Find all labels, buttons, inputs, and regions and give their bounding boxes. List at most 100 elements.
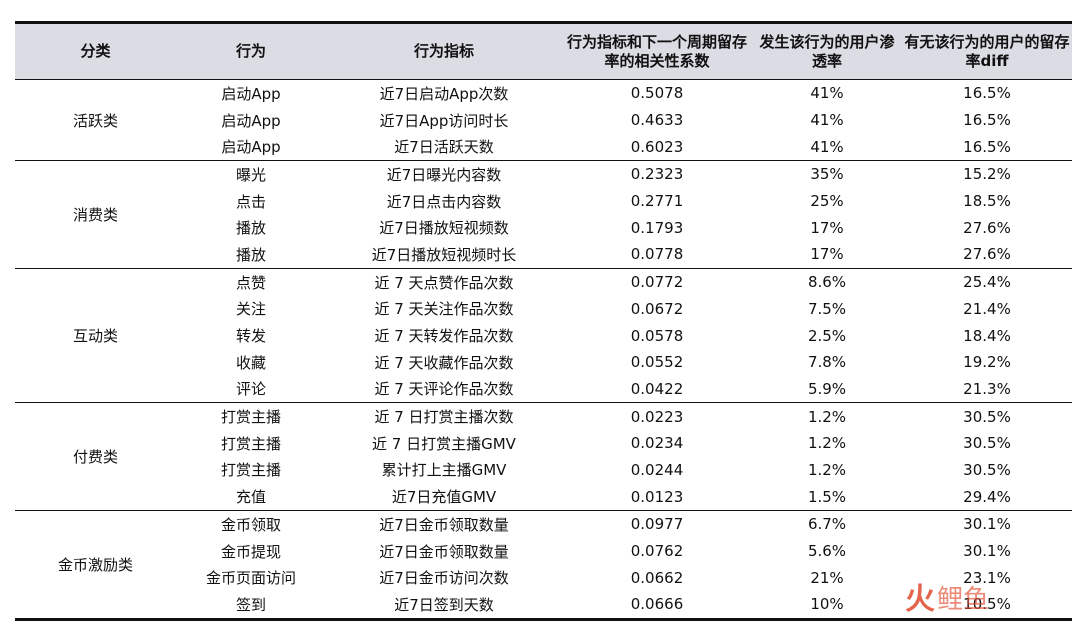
retention-diff-cell: 18.5% (963, 192, 1011, 211)
watermark-first-char: 火 (905, 582, 935, 617)
behavior-cell: 关注 (235, 300, 266, 319)
metric-cell: 近 7 天关注作品次数 (374, 300, 514, 319)
table-row: 播放 近7日播放短视频时长 0.0778 17% 27.6% (15, 241, 1072, 269)
retention-diff-cell: 21.4% (963, 299, 1011, 318)
correlation-cell: 0.0666 (562, 591, 752, 620)
penetration-cell: 1.5% (752, 483, 902, 512)
metric-cell: 近 7 日打赏主播GMV (372, 434, 516, 453)
table-row: 付费类 打赏主播近 7 日打赏主播次数 0.0223 1.2% 30.5% (15, 402, 1072, 511)
correlation-cell: 0.0672 (630, 299, 684, 318)
metric-cell: 近7日点击内容数 (386, 192, 502, 211)
correlation-cell: 0.2323 (630, 165, 684, 184)
retention-diff-cell: 19.2% (963, 353, 1011, 372)
correlation-cell: 0.0662 (630, 568, 684, 587)
retention-diff-cell: 16.5% (963, 111, 1011, 130)
header-category: 分类 (80, 42, 111, 60)
retention-diff-cell: 30.5% (963, 434, 1011, 453)
table-row: 评论近 7 天评论作品次数 0.0422 5.9% 21.3% (15, 375, 1072, 404)
penetration-cell: 1.2% (807, 434, 847, 453)
retention-diff-cell: 10.5% (902, 591, 1072, 620)
penetration-cell: 2.5% (807, 326, 847, 345)
behavior-cell: 点击 (235, 192, 266, 211)
retention-diff-cell: 18.4% (963, 326, 1011, 345)
correlation-cell: 0.0772 (630, 273, 684, 292)
metric-cell: 近7日播放短视频时长 (326, 241, 562, 269)
behavior-cell: 打赏主播 (220, 434, 281, 453)
correlation-cell: 0.0552 (630, 353, 684, 372)
penetration-cell: 5.6% (807, 542, 847, 561)
metric-cell: 近7日充值GMV (326, 483, 562, 512)
retention-diff-cell: 29.4% (902, 483, 1072, 512)
behavior-cell: 曝光 (235, 165, 266, 184)
table-row: 播放 近7日播放短视频数 0.1793 17% 27.6% (15, 214, 1072, 241)
table-row: 打赏主播 近 7 日打赏主播GMV 0.0234 1.2% 30.5% (15, 430, 1072, 457)
category-cell: 消费类 (15, 160, 176, 269)
behavior-cell: 打赏主播 (220, 408, 281, 427)
behavior-cell: 启动App (221, 111, 281, 130)
metric-cell: 近7日活跃天数 (326, 133, 562, 162)
table-row: 消费类 曝光 近7日曝光内容数 0.2323 35% 15.2% (15, 160, 1072, 269)
behavior-cell: 金币领取 (220, 515, 281, 534)
penetration-cell: 41% (810, 84, 844, 103)
metric-cell: 近7日启动App次数 (379, 84, 509, 103)
penetration-cell: 25% (810, 192, 844, 211)
table-row: 签到 近7日签到天数 0.0666 10% 10.5% (15, 591, 1072, 620)
correlation-cell: 0.0223 (630, 407, 684, 426)
table-row: 金币页面访问 近7日金币访问次数 0.0662 21% 23.1% (15, 564, 1072, 591)
watermark-logo: 火 鲤鱼 (905, 582, 990, 617)
penetration-cell: 35% (810, 165, 844, 184)
correlation-cell: 0.5078 (630, 84, 684, 103)
metric-cell: 近 7 天收藏作品次数 (374, 353, 514, 372)
metric-cell: 近7日金币领取数量 (379, 542, 509, 561)
correlation-cell: 0.6023 (562, 133, 752, 162)
penetration-cell: 17% (752, 241, 902, 269)
retention-diff-cell: 25.4% (963, 273, 1011, 292)
correlation-cell: 0.0578 (630, 326, 684, 345)
table-row: 转发 近 7 天转发作品次数 0.0578 2.5% 18.4% (15, 322, 1072, 349)
penetration-cell: 1.2% (807, 407, 847, 426)
retention-diff-cell: 30.5% (963, 460, 1011, 479)
penetration-cell: 41% (752, 133, 902, 162)
table-row: 金币提现 近7日金币领取数量 0.0762 5.6% 30.1% (15, 538, 1072, 565)
retention-diff-cell: 27.6% (963, 218, 1011, 237)
correlation-cell: 0.0762 (630, 542, 684, 561)
category-cell: 互动类 (15, 268, 176, 404)
table-body: 活跃类 启动App 近7日启动App次数 0.5078 41% 16.5% 启动App 近7日… (15, 79, 1072, 620)
metric-cell: 近7日曝光内容数 (386, 165, 502, 184)
header-correlation: 行为指标和下一个周期留存率的相关性系数 (566, 32, 747, 70)
category-cell: 活跃类 (15, 79, 176, 162)
metric-cell: 近 7 天评论作品次数 (326, 375, 562, 404)
penetration-cell: 1.2% (807, 460, 847, 479)
correlation-cell: 0.0244 (630, 460, 684, 479)
correlation-cell: 0.0234 (630, 434, 684, 453)
metric-cell: 近7日金币领取数量 (379, 515, 509, 534)
correlation-cell: 0.0123 (562, 483, 752, 512)
behavior-cell: 打赏主播 (220, 461, 281, 480)
penetration-cell: 7.5% (807, 299, 847, 318)
retention-diff-cell: 30.5% (963, 407, 1011, 426)
table-row: 启动App 近7日App访问时长 0.4633 41% 16.5% (15, 107, 1072, 134)
behavior-cell: 金币提现 (220, 542, 281, 561)
penetration-cell: 7.8% (807, 353, 847, 372)
behavior-cell: 金币页面访问 (205, 569, 296, 588)
behavior-metrics-table: 分类 行为 行为指标 行为指标和下一个周期留存率的相关性系数 发生该行为的用户渗… (15, 21, 1072, 621)
table-row: 点击 近7日点击内容数 0.2771 25% 18.5% (15, 188, 1072, 215)
penetration-cell: 17% (810, 218, 844, 237)
table-row: 互动类 点赞 近 7 天点赞作品次数 0.0772 8.6% 25.4% (15, 268, 1072, 404)
behavior-cell: 签到 (176, 591, 326, 620)
metric-cell: 近 7 天点赞作品次数 (374, 273, 514, 292)
retention-diff-cell: 30.1% (963, 515, 1011, 534)
watermark-rest: 鲤鱼 (937, 585, 990, 615)
penetration-cell: 8.6% (807, 273, 847, 292)
penetration-cell: 21% (810, 568, 844, 587)
penetration-cell: 10% (752, 591, 902, 620)
retention-diff-cell: 21.3% (902, 375, 1072, 404)
table-row: 充值 近7日充值GMV 0.0123 1.5% 29.4% (15, 483, 1072, 512)
metric-cell: 近 7 天转发作品次数 (374, 327, 514, 346)
table-row: 收藏 近 7 天收藏作品次数 0.0552 7.8% 19.2% (15, 349, 1072, 376)
correlation-cell: 0.2771 (630, 192, 684, 211)
metric-cell: 近7日播放短视频数 (379, 219, 509, 238)
behavior-cell: 启动App (221, 84, 281, 103)
behavior-cell: 启动App (176, 133, 326, 162)
correlation-cell: 0.4633 (630, 111, 684, 130)
